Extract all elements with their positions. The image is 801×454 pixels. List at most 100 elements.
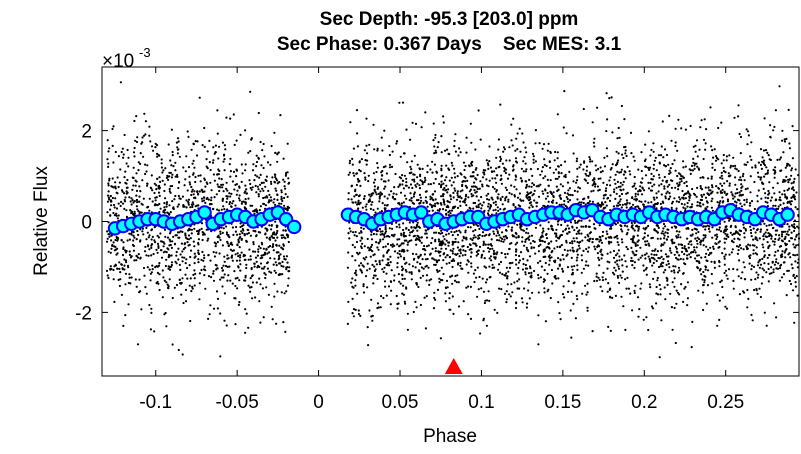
raw-point — [555, 201, 558, 205]
raw-point — [600, 257, 603, 260]
raw-point — [355, 251, 359, 254]
raw-point — [112, 211, 115, 215]
raw-point — [695, 232, 698, 235]
raw-point — [350, 281, 353, 284]
raw-point — [402, 284, 405, 287]
raw-point — [245, 188, 248, 191]
raw-point — [181, 250, 184, 253]
raw-point — [197, 193, 200, 196]
raw-point — [423, 244, 426, 248]
raw-point — [401, 277, 404, 281]
raw-point — [107, 221, 110, 224]
raw-point — [491, 177, 494, 180]
raw-point — [169, 243, 172, 247]
raw-point — [405, 226, 408, 230]
raw-point — [786, 230, 789, 233]
raw-point — [438, 277, 441, 280]
raw-point — [617, 249, 621, 252]
raw-point — [254, 174, 257, 177]
raw-point — [566, 253, 569, 256]
raw-point — [504, 186, 507, 189]
raw-point — [187, 200, 190, 203]
raw-point — [508, 266, 512, 269]
raw-point — [275, 243, 278, 247]
raw-point — [564, 175, 567, 179]
raw-point — [239, 263, 242, 266]
raw-point — [701, 195, 704, 198]
raw-point — [773, 302, 776, 305]
raw-point — [159, 232, 162, 235]
raw-point — [117, 155, 120, 158]
raw-point — [106, 139, 109, 142]
raw-point — [772, 271, 775, 274]
raw-point — [110, 185, 113, 188]
raw-point — [552, 171, 555, 174]
raw-point — [150, 246, 153, 249]
raw-point — [765, 271, 768, 274]
raw-point — [490, 196, 493, 199]
raw-point — [781, 255, 784, 258]
raw-point — [488, 276, 491, 279]
raw-point — [218, 177, 221, 180]
raw-point — [644, 257, 647, 260]
raw-point — [655, 292, 658, 295]
raw-point — [186, 130, 189, 133]
raw-point — [751, 166, 754, 169]
raw-point — [769, 135, 772, 138]
raw-point — [433, 152, 436, 155]
raw-point — [473, 280, 476, 284]
raw-point — [141, 203, 144, 206]
raw-point — [372, 282, 375, 285]
raw-point — [662, 232, 665, 235]
raw-point — [705, 245, 708, 248]
raw-point — [622, 188, 625, 191]
raw-point — [359, 184, 362, 187]
raw-point — [572, 152, 575, 155]
raw-point — [690, 164, 694, 167]
raw-point — [440, 195, 443, 198]
raw-point — [746, 306, 749, 309]
raw-point — [116, 239, 119, 242]
raw-point — [483, 209, 486, 212]
raw-point — [382, 238, 385, 241]
raw-point — [543, 291, 546, 294]
raw-point — [202, 199, 206, 202]
raw-point — [135, 259, 138, 262]
raw-point — [626, 248, 629, 251]
raw-point — [794, 168, 797, 171]
raw-point — [272, 243, 275, 246]
raw-point — [362, 283, 365, 286]
raw-point — [203, 256, 206, 260]
raw-point — [561, 267, 564, 270]
raw-point — [271, 318, 274, 321]
raw-point — [676, 291, 680, 294]
raw-point — [416, 163, 419, 166]
raw-point — [390, 165, 394, 168]
raw-point — [259, 140, 262, 144]
raw-point — [403, 152, 406, 155]
raw-point — [220, 266, 224, 270]
raw-point — [129, 200, 132, 203]
raw-point — [737, 249, 740, 252]
raw-point — [409, 192, 412, 195]
raw-point — [163, 202, 166, 205]
raw-point — [400, 265, 403, 268]
raw-point — [464, 198, 467, 201]
raw-point — [575, 259, 578, 262]
raw-point — [370, 243, 374, 246]
raw-point — [400, 232, 403, 235]
raw-point — [398, 101, 401, 104]
raw-point — [136, 343, 140, 346]
raw-point — [180, 293, 183, 296]
raw-point — [596, 106, 599, 109]
raw-point — [435, 151, 438, 154]
raw-point — [559, 197, 563, 200]
raw-point — [128, 253, 131, 256]
raw-point — [249, 186, 252, 190]
raw-point — [728, 253, 731, 256]
raw-point — [781, 193, 784, 196]
raw-point — [512, 164, 515, 167]
raw-point — [542, 255, 545, 259]
raw-point — [204, 201, 207, 204]
raw-point — [757, 273, 760, 276]
